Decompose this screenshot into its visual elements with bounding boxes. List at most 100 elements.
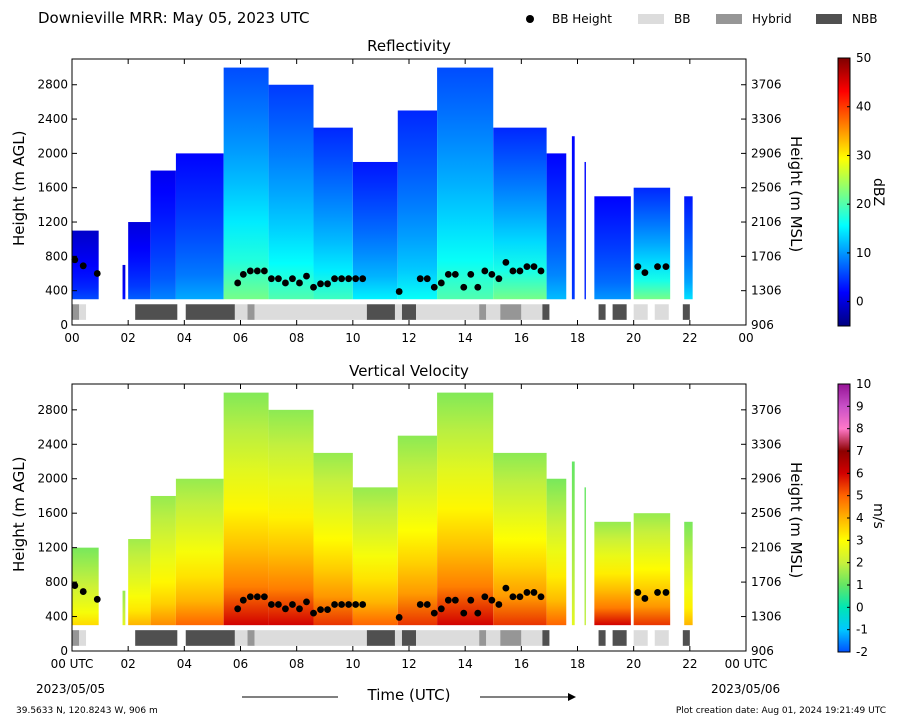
bb-height-point (430, 609, 438, 617)
bb-type-bb (79, 630, 87, 646)
bb-height-point (93, 595, 101, 603)
bb-height-point (523, 589, 531, 596)
velocity-panel: 0 906 400 1306 800 1706 1200 2106 1600 2506 2000 29… (37, 383, 782, 671)
bb-height-point (488, 596, 496, 604)
x-tick-label: 08 (289, 657, 304, 671)
x-tick-label: 00 UTC (725, 657, 768, 671)
x-tick-label: 00 UTC (51, 657, 94, 671)
x-tick-label: 22 (682, 331, 697, 345)
bb-height-point (530, 263, 538, 271)
colorbar-tick-label: 0 (856, 600, 864, 614)
bb-height-point (246, 267, 254, 275)
bb-height-point (289, 601, 296, 608)
colorbar-tick-label: 0 (856, 295, 864, 309)
bb-height-point (239, 270, 247, 278)
legend-bb-height: BB Height (520, 11, 612, 27)
x-tick-label: 00 (64, 331, 79, 345)
left-tick-label: 2800 (37, 78, 68, 92)
bb-type-nbb (401, 304, 417, 320)
left-tick-label: 1200 (37, 541, 68, 555)
bb-type-hybrid (247, 304, 255, 320)
bb-height-point (303, 598, 310, 606)
bb-height-point (423, 601, 431, 608)
x-tick-label: 16 (514, 657, 529, 671)
left-tick-label: 800 (45, 575, 68, 589)
bb-height-point (352, 601, 360, 608)
start-date: 2023/05/05 (36, 682, 106, 696)
bb-type-bb (394, 630, 402, 646)
plot-creation-date: Plot creation date: Aug 01, 2024 19:21:4… (675, 706, 886, 716)
x-axis-label: Time (UTC) (367, 686, 451, 704)
bb-type-hybrid (500, 304, 522, 320)
echo-column (684, 196, 693, 300)
bb-type-bb (234, 304, 248, 320)
bb-height-point (352, 275, 360, 283)
x-tick-label: 08 (289, 331, 304, 345)
bb-height-point (537, 267, 545, 275)
echo-column (150, 495, 176, 626)
hybrid-swatch-icon (716, 14, 742, 24)
echo-column (397, 110, 438, 300)
right-tick-label: 906 (751, 644, 774, 658)
echo-column (633, 187, 671, 300)
bb-height-point (253, 593, 261, 601)
bb-height-point (338, 275, 345, 283)
right-tick-label: 2106 (751, 215, 782, 229)
bb-height-point (654, 589, 661, 596)
bb-height-point (444, 270, 452, 278)
right-tick-label: 1306 (751, 610, 782, 624)
right-tick-label: 2906 (751, 146, 782, 160)
right-tick-label: 3306 (751, 112, 782, 126)
bb-height-point (654, 263, 661, 271)
echo-column (175, 153, 224, 300)
echo-column (633, 513, 671, 626)
bb-type-nbb (682, 630, 690, 646)
bb-height-point (359, 275, 367, 283)
bb-height-point (275, 275, 282, 283)
echo-column (175, 478, 224, 626)
bb-type-nbb (682, 304, 690, 320)
bb-height-point (331, 275, 338, 283)
bb-type-nbb (185, 304, 235, 320)
bb-height-point (467, 596, 475, 604)
colorbar-tick-label: 7 (856, 444, 864, 458)
left-tick-label: 1600 (37, 181, 68, 195)
bb-height-point (260, 593, 268, 601)
bb-height-point (395, 614, 403, 621)
left-tick-label: 2400 (37, 112, 68, 126)
bb-type-nbb (185, 630, 235, 646)
echo-column (122, 590, 126, 626)
bb-height-point (460, 609, 468, 617)
legend-label-bb-height: BB Height (552, 12, 612, 26)
bb-type-nbb (598, 630, 606, 646)
bb-height-point (437, 279, 445, 287)
bb-height-point (275, 601, 282, 608)
bb-height-point (430, 283, 438, 291)
bb-height-point (423, 275, 431, 283)
left-tick-label: 2000 (37, 472, 68, 486)
bb-height-point (530, 589, 538, 596)
bb-height-point (282, 279, 289, 287)
x-tick-label: 06 (233, 657, 248, 671)
bb-height-point (488, 270, 496, 278)
bb-height-point (467, 270, 475, 278)
bb-height-point (296, 279, 303, 287)
right-tick-label: 3306 (751, 437, 782, 451)
x-tick-label: 20 (626, 331, 641, 345)
colorbar-tick-label: 5 (856, 489, 864, 503)
left-tick-label: 2400 (37, 437, 68, 451)
bb-height-point (416, 601, 424, 608)
colorbar-tick-label: 10 (856, 246, 871, 260)
echo-column (584, 487, 586, 626)
left-tick-label: 0 (60, 318, 68, 332)
bb-type-nbb (135, 630, 178, 646)
echo-column (594, 196, 631, 300)
bb-height-point (239, 596, 247, 604)
echo-column (437, 392, 494, 626)
echo-column (150, 170, 176, 300)
bb-type-bb (234, 630, 248, 646)
colorbar-tick-label: 2 (856, 556, 864, 570)
bb-type-hybrid (479, 630, 487, 646)
bb-height-point (662, 589, 670, 596)
